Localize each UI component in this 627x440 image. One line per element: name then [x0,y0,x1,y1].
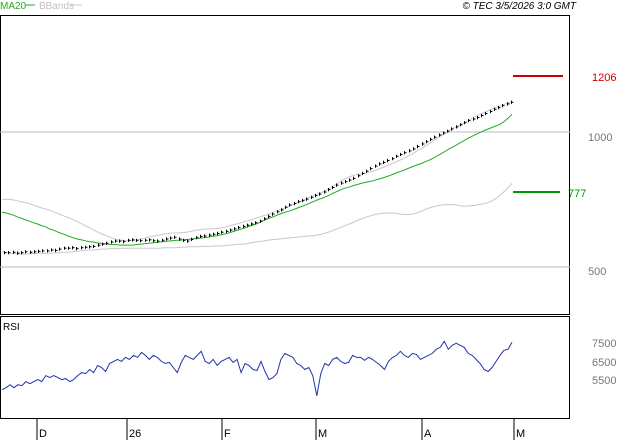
price-panel-frame [0,15,570,315]
x-axis-label: A [424,428,432,440]
support-label: 777 [568,188,586,200]
bbands-legend-label: BBands [39,1,74,12]
ma20-series [1,113,513,246]
price-axis-tick-label: 1000 [588,132,612,144]
bbands-upper-line [1,101,513,242]
x-axis: D 26 F M A M [36,419,525,440]
rsi-panel-frame [0,316,570,419]
rsi-axis-tick-label: 5500 [592,375,616,387]
rsi-panel-label: RSI [3,322,20,333]
x-axis-label: M [318,428,327,440]
price-axis-tick-label: 500 [588,266,606,278]
resistance-label: 1206 [592,72,616,84]
copyright-text: © TEC 3/5/2026 3:0 GMT [462,1,576,12]
rsi-axis-tick-label: 7500 [592,338,616,350]
price-bars-series [4,100,514,255]
ma20-legend-label: MA20 [0,1,27,12]
rsi-series [1,340,513,396]
bbands-series [1,101,513,255]
ma20-line [1,113,513,246]
x-axis-label: F [224,428,231,440]
x-axis-label: D [39,428,47,440]
x-axis-label: 26 [129,428,141,440]
x-axis-label: M [516,428,525,440]
bbands-lower-line [1,183,513,255]
rsi-line [1,340,513,396]
rsi-axis-tick-label: 6500 [592,357,616,369]
